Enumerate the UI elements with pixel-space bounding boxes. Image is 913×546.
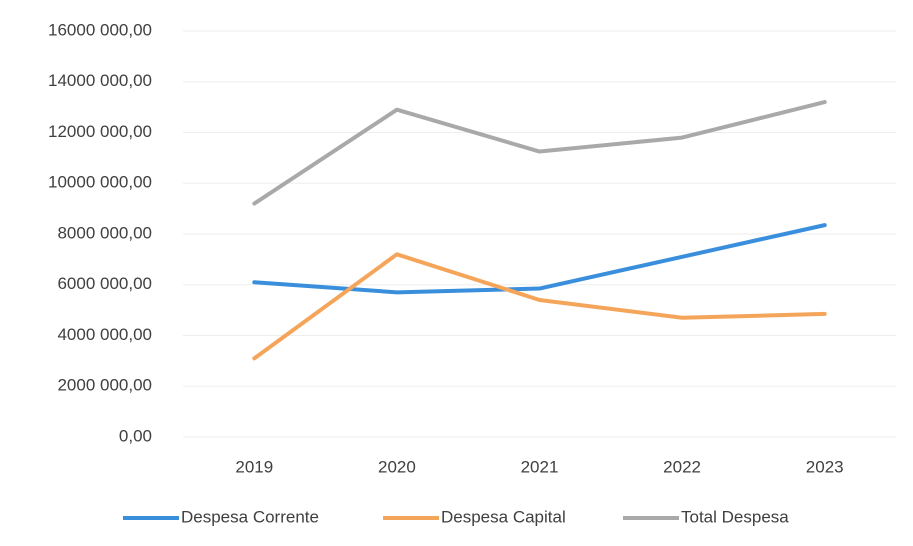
y-tick-label: 10000 000,00 [48, 173, 152, 192]
series-line [252, 100, 827, 206]
x-tick-label: 2021 [521, 457, 559, 476]
legend-label: Despesa Capital [441, 507, 566, 526]
legend-label: Total Despesa [681, 507, 789, 526]
y-tick-label: 0,00 [119, 426, 152, 445]
x-tick-label: 2020 [378, 457, 416, 476]
y-tick-label: 16000 000,00 [48, 20, 152, 39]
x-tick-label: 2019 [235, 457, 273, 476]
y-tick-label: 6000 000,00 [57, 274, 152, 293]
series-line [252, 223, 827, 295]
legend-label: Despesa Corrente [181, 507, 319, 526]
y-tick-label: 12000 000,00 [48, 122, 152, 141]
y-tick-label: 8000 000,00 [57, 223, 152, 242]
x-tick-label: 2023 [806, 457, 844, 476]
y-tick-label: 4000 000,00 [57, 325, 152, 344]
series-line [252, 252, 827, 361]
y-tick-label: 2000 000,00 [57, 376, 152, 395]
x-tick-label: 2022 [663, 457, 701, 476]
y-tick-label: 14000 000,00 [48, 71, 152, 90]
